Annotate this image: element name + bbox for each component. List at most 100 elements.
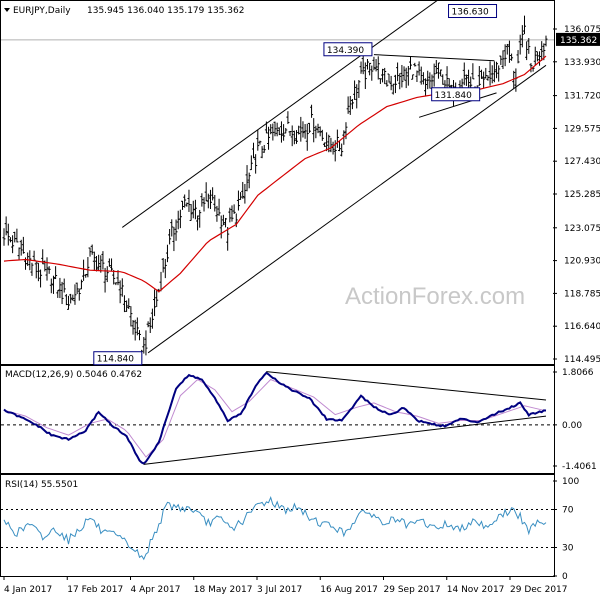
price-bar <box>503 44 507 67</box>
price-bar <box>428 72 432 89</box>
price-bar <box>303 124 307 139</box>
x-tick-label: 18 May 2017 <box>194 585 253 595</box>
price-bar <box>226 226 230 251</box>
price-bar <box>374 59 378 72</box>
x-tick-label: 14 Nov 2017 <box>447 585 505 595</box>
price-bar <box>187 189 191 212</box>
price-bar <box>90 244 94 255</box>
price-bar <box>426 70 430 90</box>
price-bar <box>441 74 445 85</box>
price-bar <box>168 229 172 245</box>
price-bar <box>445 66 449 88</box>
price-bar <box>178 209 182 229</box>
price-bar <box>213 194 217 212</box>
price-bar <box>544 35 548 47</box>
price-y-label: 133.930 <box>564 58 600 68</box>
price-bar <box>484 67 488 79</box>
macd-y-label: 1.8066 <box>562 368 594 378</box>
rsi-y-label: 30 <box>562 544 574 554</box>
price-bar <box>365 58 369 70</box>
x-tick-label: 29 Dec 2017 <box>510 585 568 595</box>
price-bar <box>198 209 202 228</box>
price-bar <box>396 62 400 82</box>
price-bar <box>499 55 503 65</box>
price-bar <box>206 193 210 209</box>
price-bar <box>69 293 73 304</box>
price-bar <box>273 121 277 137</box>
price-bar <box>56 290 60 298</box>
svg-text:131.840: 131.840 <box>435 91 472 101</box>
price-bar <box>522 15 526 35</box>
price-bar <box>2 228 6 246</box>
price-bar <box>492 61 496 83</box>
price-bar <box>262 144 266 153</box>
price-bar <box>318 126 322 137</box>
rsi-y-label: 100 <box>562 477 579 487</box>
price-annotation: 131.840 <box>431 87 481 102</box>
price-bar <box>75 282 79 295</box>
price-bar <box>417 61 421 76</box>
price-bar <box>370 65 374 81</box>
price-bar <box>350 99 354 110</box>
dropdown-triangle-icon[interactable] <box>4 8 10 12</box>
price-bar <box>183 194 187 208</box>
price-bar <box>325 132 329 152</box>
price-y-label: 118.785 <box>564 289 600 299</box>
price-bar <box>97 254 101 271</box>
trend-line <box>373 54 495 62</box>
price-y-label: 125.285 <box>564 190 600 200</box>
svg-text:114.840: 114.840 <box>97 355 134 365</box>
price-bar <box>103 267 107 293</box>
price-bar <box>60 281 64 305</box>
price-bar <box>254 154 258 174</box>
header: EURJPY,Daily 135.945 136.040 135.179 135… <box>4 6 244 16</box>
price-bar <box>381 68 385 83</box>
price-bar <box>415 70 419 83</box>
price-bar <box>424 78 428 96</box>
x-tick-label: 29 Sep 2017 <box>384 585 441 595</box>
price-bar <box>533 46 537 66</box>
price-bar <box>368 62 372 76</box>
price-bar <box>21 236 25 254</box>
price-bar <box>19 239 23 256</box>
price-bar <box>462 62 466 86</box>
macd-y-label: 0.00 <box>562 421 582 431</box>
price-bar <box>488 61 492 86</box>
price-bar <box>292 130 296 145</box>
price-bar <box>436 62 440 79</box>
price-bar <box>490 65 494 84</box>
price-bar <box>497 65 501 82</box>
price-bar <box>239 192 243 200</box>
price-bar <box>402 66 406 81</box>
price-bar <box>30 262 34 276</box>
price-bar <box>193 199 197 220</box>
price-bar <box>217 198 221 216</box>
price-bar <box>406 65 410 86</box>
price-bar <box>243 183 247 204</box>
watermark: ActionForex.com <box>345 283 525 310</box>
price-bar <box>256 130 260 151</box>
price-layer: 136.075 133.930 131.720 129.575 127.430 125.2… <box>1 0 600 366</box>
price-y-label: 127.430 <box>564 157 600 167</box>
price-bar <box>101 251 105 270</box>
price-bar <box>165 244 169 263</box>
price-bar <box>340 143 344 157</box>
price-bar <box>99 255 103 273</box>
price-bar <box>51 275 55 294</box>
price-bar <box>383 67 387 85</box>
price-bar <box>133 319 137 341</box>
price-bar <box>125 300 129 312</box>
price-bar <box>535 51 539 62</box>
price-bar <box>251 142 255 159</box>
x-tick-label: 4 Apr 2017 <box>131 585 181 595</box>
price-bar <box>172 226 176 252</box>
price-bar <box>196 215 200 231</box>
price-bar <box>439 69 443 77</box>
price-bar <box>482 71 486 89</box>
price-bar <box>486 75 490 81</box>
price-bar <box>404 67 408 89</box>
price-y-label: 131.720 <box>564 92 600 102</box>
price-bar <box>241 181 245 199</box>
price-bar <box>86 257 90 278</box>
price-bar <box>372 56 376 71</box>
